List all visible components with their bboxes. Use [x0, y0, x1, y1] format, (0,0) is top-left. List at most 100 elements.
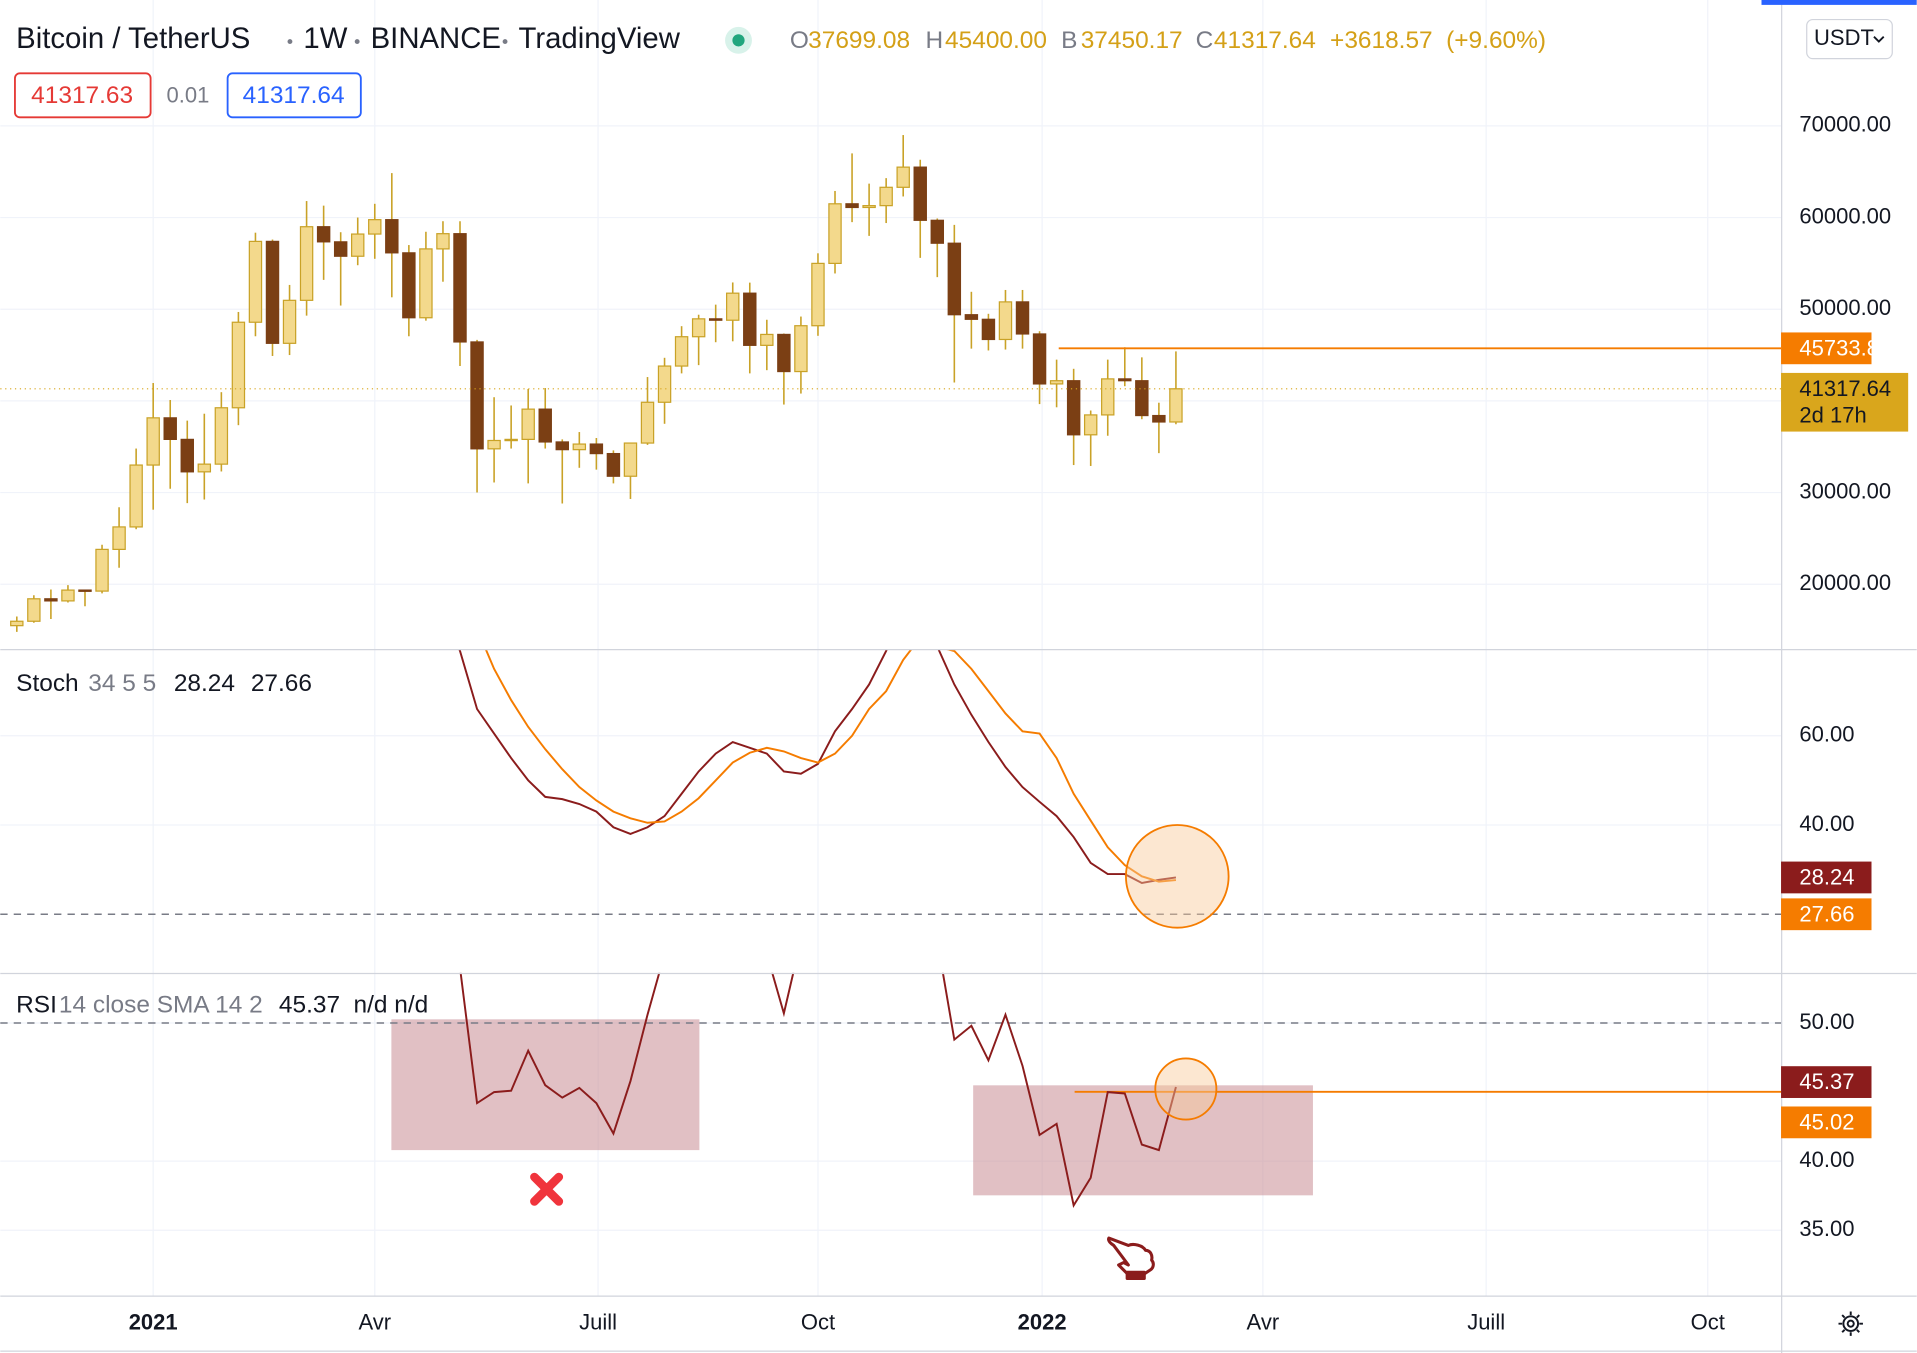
- candle-body: [1083, 414, 1098, 436]
- candle-body: [879, 186, 893, 207]
- y-tick-label: 35.00: [1799, 1216, 1854, 1241]
- candle-body: [1032, 333, 1047, 385]
- candle-body: [555, 441, 570, 451]
- separator-dot: [354, 39, 360, 44]
- highlight-circle: [1125, 824, 1230, 929]
- settings-icon[interactable]: [1838, 1311, 1863, 1336]
- candle-body: [231, 321, 246, 409]
- value-tag-bg: [1781, 898, 1872, 931]
- candle-body: [794, 325, 808, 373]
- change-pct: (+9.60%): [1446, 27, 1546, 54]
- candle-body: [589, 443, 604, 455]
- hand-icon: [1107, 1236, 1155, 1280]
- stoch-title: Stoch: [16, 670, 79, 697]
- candle-body: [657, 365, 672, 403]
- candle-body: [998, 301, 1013, 341]
- symbol-title: Bitcoin / TetherUS: [16, 22, 250, 55]
- ohlc-value: 45400.00: [945, 27, 1047, 54]
- ohlc-label: C: [1196, 27, 1214, 54]
- candle-body: [78, 589, 92, 592]
- price-line-tag: 45733.81: [1799, 335, 1891, 360]
- candle-body: [1169, 388, 1183, 423]
- candle-body: [1135, 380, 1149, 417]
- candle-body: [10, 620, 24, 627]
- candle-body: [197, 463, 212, 473]
- candle-body: [1152, 414, 1166, 423]
- x-tick-label: Avr: [358, 1309, 391, 1334]
- top-accent: [1761, 0, 1917, 5]
- candle-body: [27, 598, 41, 622]
- candle-body: [248, 240, 263, 323]
- ohlc-label: H: [926, 27, 944, 54]
- candle-body: [1015, 301, 1030, 335]
- candle-body: [1049, 380, 1064, 385]
- candle-body: [896, 166, 910, 188]
- last-price-tag: 41317.64: [1799, 376, 1891, 401]
- rsi-value: 45.37: [279, 991, 340, 1018]
- rsi-sma-value: n/d n/d: [354, 991, 429, 1018]
- indicator-line: [458, 649, 1177, 885]
- candle-body: [640, 401, 655, 444]
- change: +3618.57: [1330, 27, 1433, 54]
- stoch-d-value: 27.66: [251, 670, 312, 697]
- y-tick-label: 50000.00: [1799, 295, 1891, 320]
- candle-body: [726, 292, 740, 321]
- separator-dot: [502, 39, 508, 44]
- candle-body: [1066, 380, 1081, 436]
- candle-body: [368, 219, 382, 235]
- source: TradingView: [519, 22, 681, 55]
- y-tick-label: 40.00: [1799, 811, 1854, 836]
- currency-button[interactable]: [1806, 18, 1893, 60]
- candle-body: [1118, 378, 1132, 382]
- candle-body: [708, 318, 723, 321]
- candle-body: [828, 203, 842, 264]
- cross-icon: [530, 1172, 564, 1206]
- candle-body: [947, 242, 962, 316]
- candle-body: [112, 526, 126, 550]
- candle-body: [521, 408, 535, 440]
- candle-body: [674, 336, 689, 367]
- currency-label[interactable]: USDT: [1814, 25, 1874, 50]
- x-tick-label: Avr: [1247, 1309, 1280, 1334]
- status-dot: [732, 34, 745, 47]
- y-tick-label: 40.00: [1799, 1147, 1854, 1172]
- y-tick-label: 50.00: [1799, 1009, 1854, 1034]
- candle-body: [146, 417, 160, 466]
- chevron[interactable]: [1873, 36, 1885, 43]
- candle-body: [862, 205, 876, 209]
- bid-price[interactable]: 41317.63: [31, 82, 133, 109]
- bid-box[interactable]: [14, 72, 152, 119]
- drawn-box: [973, 1085, 1313, 1196]
- candle-body: [265, 240, 280, 344]
- candle-body: [1101, 378, 1115, 416]
- ohlc-label: O: [790, 27, 809, 54]
- ask-box[interactable]: [226, 72, 362, 119]
- y-tick-label: 70000.00: [1799, 112, 1891, 137]
- candle-body: [351, 233, 365, 257]
- ohlc-value: 41317.64: [1214, 27, 1316, 54]
- candle-body: [282, 299, 297, 344]
- ohlc-value: 37450.17: [1081, 27, 1183, 54]
- x-tick-label: 2022: [1018, 1309, 1067, 1334]
- candle-body: [180, 438, 194, 473]
- user-line-tag-bg: [1781, 1106, 1872, 1139]
- value-tag: 28.24: [1799, 864, 1854, 889]
- candle-body: [316, 226, 331, 243]
- candle-body: [981, 318, 996, 341]
- ask-price[interactable]: 41317.64: [243, 82, 345, 109]
- candle-body: [299, 226, 314, 301]
- candle-body: [930, 219, 945, 244]
- stoch-k-value: 28.24: [174, 670, 235, 697]
- ohlc-value: 37699.08: [808, 27, 910, 54]
- candle-body: [504, 438, 518, 442]
- candle-body: [811, 262, 825, 327]
- value-tag-bg: [1781, 1066, 1872, 1098]
- candle-body: [385, 219, 399, 254]
- ohlc-label: B: [1061, 27, 1077, 54]
- candle-body: [95, 548, 109, 592]
- last-price-tag-bg: [1781, 372, 1909, 432]
- countdown: 2d 17h: [1799, 403, 1866, 428]
- x-tick-label: Juill: [1467, 1309, 1505, 1334]
- candle-body: [913, 166, 927, 221]
